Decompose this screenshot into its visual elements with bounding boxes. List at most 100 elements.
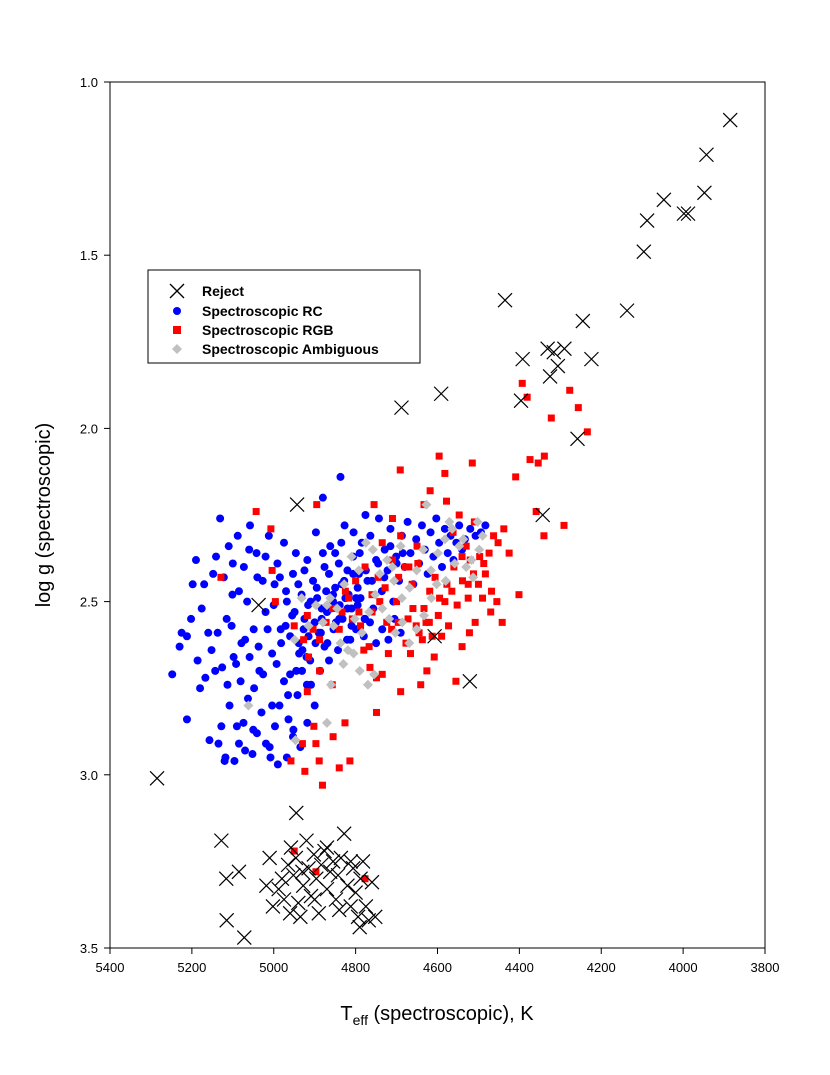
data-point-spectroscopic-rgb: [430, 653, 438, 661]
data-point-spectroscopic-ambiguous: [472, 516, 483, 527]
data-point-spectroscopic-ambiguous: [390, 627, 401, 638]
data-point-spectroscopic-rgb: [318, 781, 326, 789]
data-point-spectroscopic-rc: [227, 621, 236, 630]
data-point-reject: [656, 192, 672, 208]
data-point-spectroscopic-rgb: [401, 563, 409, 571]
data-point-spectroscopic-rgb: [355, 608, 363, 616]
data-point-reject: [295, 878, 311, 894]
data-point-spectroscopic-rgb: [487, 608, 495, 616]
data-point-spectroscopic-rc: [326, 542, 335, 551]
data-points: [149, 112, 738, 946]
data-point-spectroscopic-rgb: [448, 587, 456, 595]
data-point-spectroscopic-rc: [281, 621, 290, 630]
data-point-reject: [149, 770, 165, 786]
x-tick-label: 3800: [751, 960, 780, 975]
data-point-spectroscopic-rgb: [523, 393, 531, 401]
data-point-spectroscopic-rgb: [414, 559, 422, 567]
data-point-spectroscopic-ambiguous: [466, 555, 477, 566]
data-point-spectroscopic-ambiguous: [321, 600, 332, 611]
data-point-spectroscopic-rc: [220, 756, 229, 765]
data-point-spectroscopic-rgb: [341, 587, 349, 595]
data-point-reject: [358, 899, 374, 914]
data-point-spectroscopic-rgb: [217, 573, 225, 581]
data-point-spectroscopic-ambiguous: [404, 582, 415, 593]
data-point-reject: [218, 871, 234, 887]
data-point-reject: [319, 881, 335, 897]
data-point-spectroscopic-rgb: [443, 497, 451, 505]
data-point-spectroscopic-rc: [266, 753, 275, 762]
data-point-reject: [325, 853, 341, 869]
data-point-spectroscopic-ambiguous: [461, 561, 472, 572]
data-point-spectroscopic-rc: [417, 521, 426, 530]
data-point-spectroscopic-rgb: [574, 404, 582, 412]
data-point-spectroscopic-rc: [349, 569, 358, 578]
data-point-spectroscopic-rc: [334, 646, 343, 655]
data-point-reject: [575, 313, 591, 329]
data-point-spectroscopic-ambiguous: [303, 620, 314, 631]
data-point-reject: [258, 878, 274, 894]
data-point-spectroscopic-rc: [197, 604, 206, 613]
data-point-reject: [352, 919, 368, 935]
data-point-spectroscopic-rc: [336, 472, 345, 481]
data-point-spectroscopic-rgb: [312, 740, 320, 748]
data-point-spectroscopic-rgb: [290, 622, 298, 630]
data-point-spectroscopic-rc: [335, 614, 344, 623]
legend-label-rc: Spectroscopic RC: [202, 303, 323, 319]
data-point-spectroscopic-rgb: [300, 636, 308, 644]
x-tick-label: 4400: [505, 960, 534, 975]
data-point-spectroscopic-rgb: [268, 566, 276, 574]
series-spectroscopic-ambiguous: [243, 499, 488, 746]
data-point-spectroscopic-rc: [322, 607, 331, 616]
data-point-spectroscopic-rgb: [345, 594, 353, 602]
data-point-spectroscopic-rc: [325, 656, 334, 665]
data-point-spectroscopic-rgb: [425, 618, 433, 626]
data-point-spectroscopic-rc: [205, 736, 214, 745]
data-point-reject: [236, 930, 252, 946]
data-point-spectroscopic-rgb: [267, 525, 275, 533]
data-point-spectroscopic-rc: [343, 635, 352, 644]
data-point-spectroscopic-ambiguous: [395, 541, 406, 552]
data-point-spectroscopic-rgb: [396, 466, 404, 474]
data-point-spectroscopic-rc: [222, 614, 231, 623]
data-point-spectroscopic-rc: [248, 750, 257, 759]
data-point-reject: [262, 850, 278, 866]
data-point-spectroscopic-ambiguous: [468, 572, 479, 583]
data-point-spectroscopic-rc: [343, 566, 352, 575]
data-point-spectroscopic-rgb: [373, 674, 381, 682]
data-point-spectroscopic-rc: [273, 760, 282, 769]
data-point-reject: [355, 853, 371, 869]
data-point-spectroscopic-ambiguous: [353, 565, 364, 576]
x-axis-ticks: 5400 5200 5000 4800 4600 4400 4200 4000 3800: [96, 948, 780, 975]
data-point-spectroscopic-rc: [216, 514, 225, 523]
data-point-spectroscopic-rc: [241, 746, 250, 755]
data-point-spectroscopic-rc: [455, 521, 464, 530]
data-point-spectroscopic-rc: [412, 535, 421, 544]
data-point-reject: [307, 892, 323, 907]
data-point-spectroscopic-ambiguous: [321, 717, 332, 728]
data-point-spectroscopic-rgb: [370, 501, 378, 509]
data-point-reject: [550, 358, 566, 374]
data-point-reject: [343, 899, 359, 914]
data-point-spectroscopic-ambiguous: [332, 603, 343, 614]
data-point-spectroscopic-rc: [403, 517, 412, 526]
data-point-reject: [639, 213, 655, 228]
data-point-spectroscopic-rc: [191, 556, 200, 565]
data-point-spectroscopic-rc: [224, 542, 233, 551]
data-point-spectroscopic-rgb: [464, 580, 472, 588]
data-point-spectroscopic-rc: [214, 739, 223, 748]
data-point-spectroscopic-ambiguous: [396, 593, 407, 604]
data-point-spectroscopic-rgb: [498, 618, 506, 626]
data-point-spectroscopic-rc: [374, 514, 383, 523]
data-point-reject: [556, 341, 572, 357]
data-point-spectroscopic-ambiguous: [454, 541, 465, 552]
data-point-spectroscopic-ambiguous: [439, 534, 450, 545]
data-point-spectroscopic-rgb: [476, 553, 484, 561]
data-point-spectroscopic-rgb: [309, 625, 317, 633]
data-point-reject: [288, 850, 304, 866]
x-tick-label: 4600: [423, 960, 452, 975]
data-point-spectroscopic-rgb: [518, 379, 526, 387]
data-point-spectroscopic-rgb: [335, 625, 343, 633]
data-point-spectroscopic-ambiguous: [360, 537, 371, 548]
data-point-spectroscopic-rc: [211, 666, 220, 675]
data-point-reject: [680, 206, 696, 222]
